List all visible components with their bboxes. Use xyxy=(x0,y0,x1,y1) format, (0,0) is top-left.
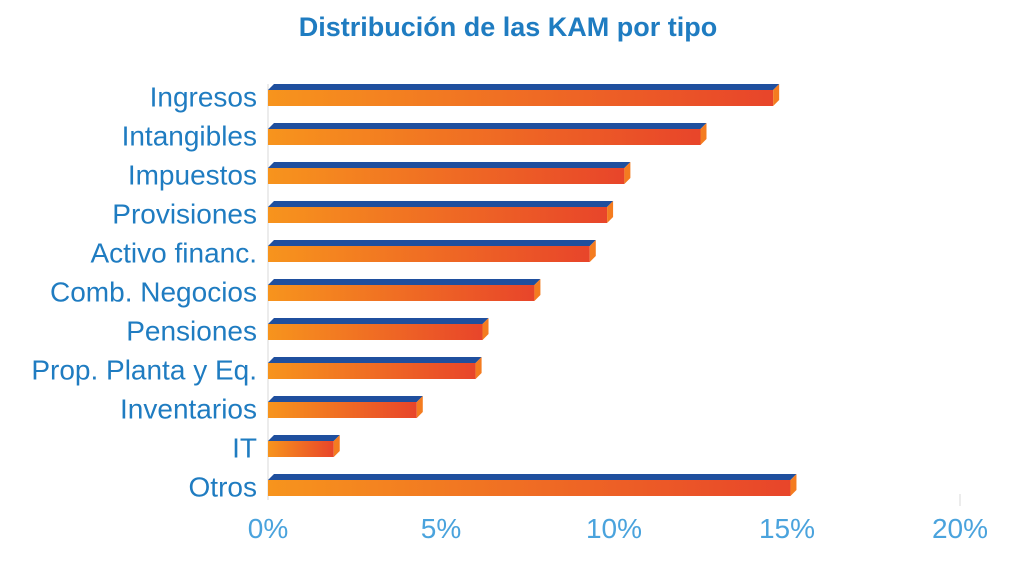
bar xyxy=(268,123,707,145)
bar xyxy=(268,84,780,106)
bar-side-face xyxy=(416,396,423,418)
category-label: Pensiones xyxy=(126,315,257,346)
bar-top-face xyxy=(268,201,614,207)
category-label: Otros xyxy=(189,471,257,502)
bar xyxy=(268,474,797,496)
category-label: Ingresos xyxy=(150,81,257,112)
x-tick-labels: 0% 5% 10% 15% 20% xyxy=(248,513,988,544)
bar-side-face xyxy=(624,162,631,184)
bar-front-face xyxy=(268,363,476,379)
bar-top-face xyxy=(268,123,707,129)
bar-top-face xyxy=(268,396,423,402)
bar xyxy=(268,162,631,184)
bar-top-face xyxy=(268,162,631,168)
bar xyxy=(268,318,489,340)
bar-side-face xyxy=(589,240,596,262)
bar-front-face xyxy=(268,441,334,457)
bar xyxy=(268,435,340,457)
category-label: IT xyxy=(232,432,257,463)
bar-top-face xyxy=(268,435,340,441)
x-tick-label: 10% xyxy=(586,513,642,544)
bar xyxy=(268,357,482,379)
bar-top-face xyxy=(268,474,797,480)
category-label: Activo financ. xyxy=(90,237,257,268)
bar-side-face xyxy=(482,318,489,340)
x-tick-label: 5% xyxy=(421,513,461,544)
bar-top-face xyxy=(268,279,541,285)
bar-front-face xyxy=(268,90,774,106)
category-label: Intangibles xyxy=(122,120,257,151)
bar-top-face xyxy=(268,318,489,324)
chart-title: Distribución de las KAM por tipo xyxy=(298,12,718,42)
bar-side-face xyxy=(475,357,482,379)
bar xyxy=(268,396,423,418)
x-tick-label: 15% xyxy=(759,513,815,544)
bar-front-face xyxy=(268,402,417,418)
bar-side-face xyxy=(790,474,797,496)
bar-front-face xyxy=(268,129,701,145)
bar-side-face xyxy=(700,123,707,145)
category-label: Inventarios xyxy=(120,393,257,424)
bar-front-face xyxy=(268,207,608,223)
category-labels: Ingresos Intangibles Impuestos Provisiones A… xyxy=(31,81,257,502)
bar xyxy=(268,240,596,262)
bar-front-face xyxy=(268,480,791,496)
category-label: Prop. Planta y Eq. xyxy=(31,354,257,385)
bar-front-face xyxy=(268,168,625,184)
x-tick-label: 20% xyxy=(932,513,988,544)
bar-front-face xyxy=(268,246,590,262)
bars xyxy=(268,84,797,496)
bar xyxy=(268,201,614,223)
x-tick-label: 0% xyxy=(248,513,288,544)
bar-side-face xyxy=(534,279,541,301)
bar-front-face xyxy=(268,324,483,340)
bar-front-face xyxy=(268,285,535,301)
bar-top-face xyxy=(268,357,482,363)
bar-side-face xyxy=(773,84,780,106)
category-label: Comb. Negocios xyxy=(50,276,257,307)
bar-top-face xyxy=(268,84,780,90)
bar-top-face xyxy=(268,240,596,246)
category-label: Provisiones xyxy=(112,198,257,229)
bar-side-face xyxy=(607,201,614,223)
bar-side-face xyxy=(333,435,340,457)
category-label: Impuestos xyxy=(128,159,257,190)
bar xyxy=(268,279,541,301)
